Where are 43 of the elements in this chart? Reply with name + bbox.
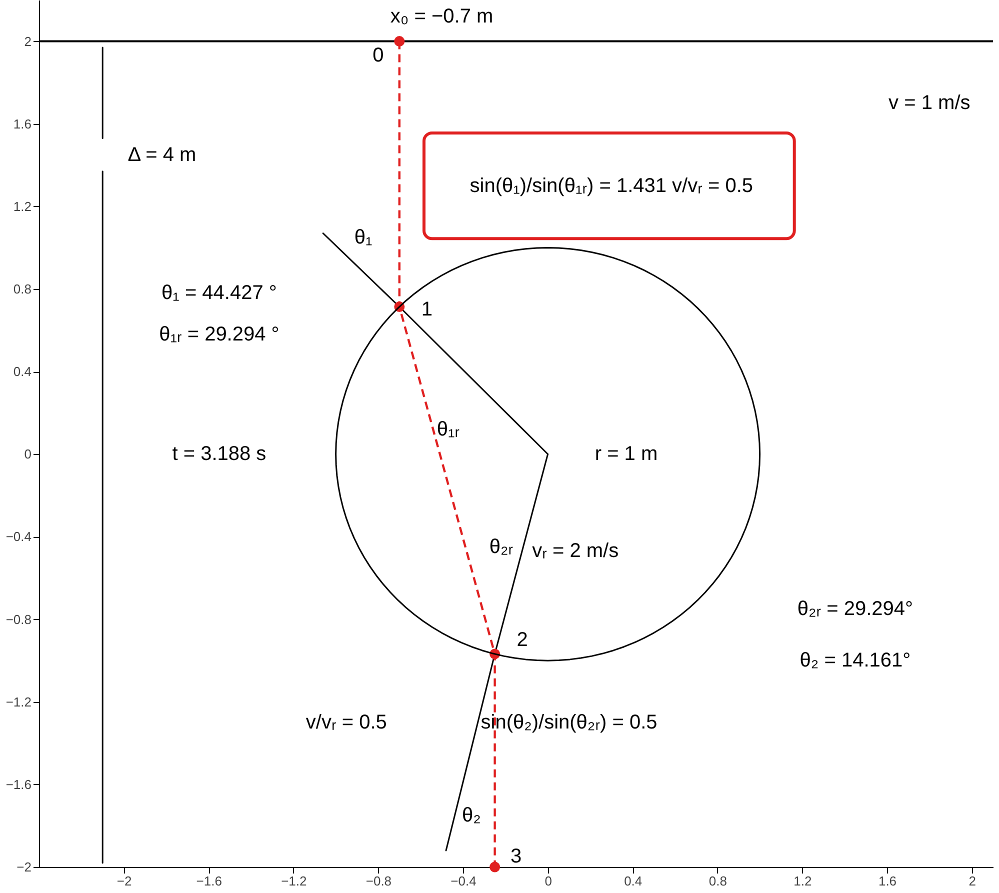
y-tick-label: 0.4 xyxy=(13,364,32,380)
x-tick-label: −1.6 xyxy=(196,874,222,888)
x-tick-label: 1.6 xyxy=(878,874,897,888)
annotation: sin(θ₂)/sin(θ₂ᵣ) = 0.5 xyxy=(480,712,658,734)
y-tick-label: −0.4 xyxy=(6,529,32,544)
annotation: v/vᵣ = 0.5 xyxy=(306,712,387,734)
annotation: θ₂ xyxy=(462,804,481,826)
y-tick-label: −2 xyxy=(16,860,32,874)
annotation: t = 3.188 s xyxy=(172,443,266,466)
y-tick-label: −1.2 xyxy=(6,694,32,710)
annotation: v = 1 m/s xyxy=(888,92,970,114)
annotation: 0 xyxy=(372,44,384,67)
y-tick-label: 1.6 xyxy=(13,116,32,132)
annotation: 2 xyxy=(516,628,528,651)
annotation: θ₁ = 44.427 ° xyxy=(162,282,277,304)
annotation: θ₁ᵣ = 29.294 ° xyxy=(159,323,280,346)
annotation: Δ = 4 m xyxy=(128,144,196,166)
y-tick-label: 0.8 xyxy=(13,282,32,296)
x-tick-label: 0.8 xyxy=(708,874,727,888)
annotation: r = 1 m xyxy=(594,443,658,466)
annotation: θ₂ᵣ = 29.294° xyxy=(797,598,914,620)
annotation: x₀ = −0.7 m xyxy=(390,6,494,28)
y-tick-label: −1.6 xyxy=(6,776,32,792)
y-tick-label: 1.2 xyxy=(13,198,32,214)
x-tick-label: 0 xyxy=(544,874,552,888)
x-tick-label: 2 xyxy=(968,874,976,888)
x-tick-label: 0.4 xyxy=(624,874,642,888)
x-tick-label: −0.4 xyxy=(450,874,476,888)
x-tick-label: −1.2 xyxy=(281,874,307,888)
x-tick-label: 1.2 xyxy=(794,874,812,888)
annotation: θ₂ = 14.161° xyxy=(800,650,911,672)
x-tick-label: −0.8 xyxy=(366,874,392,888)
annotation: θ₂ᵣ xyxy=(489,536,514,558)
annotation: 3 xyxy=(510,846,522,868)
annotation: vᵣ = 2 m/s xyxy=(532,540,619,562)
y-tick-label: 0 xyxy=(24,446,32,462)
annotation: θ₁ xyxy=(354,226,373,248)
y-tick-label: 2 xyxy=(24,34,32,49)
annotation: θ₁ᵣ xyxy=(436,418,460,440)
annotation: sin(θ₁)/sin(θ₁ᵣ) = 1.431 v/vᵣ = 0.5 xyxy=(470,174,754,197)
x-tick-label: −2 xyxy=(116,874,132,888)
annotation: 1 xyxy=(421,298,433,321)
y-tick-label: −0.8 xyxy=(6,612,32,627)
